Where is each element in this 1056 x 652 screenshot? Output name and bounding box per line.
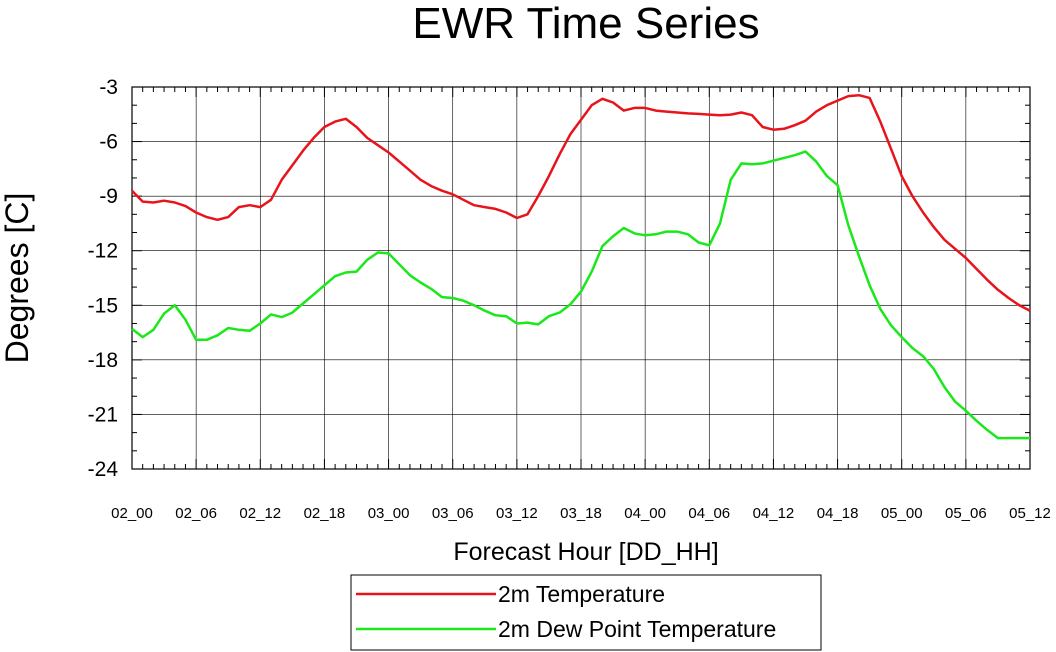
y-tick-label: -9 bbox=[99, 185, 118, 208]
x-axis-label: Forecast Hour [DD_HH] bbox=[453, 538, 718, 566]
x-tick-label: 03_00 bbox=[368, 505, 410, 522]
y-tick-labels: -3 -6 -9 -12 -15 -18 -21 -24 bbox=[88, 76, 119, 481]
x-tick-label: 04_18 bbox=[817, 505, 859, 522]
y-axis-label: Degrees [C] bbox=[0, 193, 35, 364]
y-tick-label: -3 bbox=[99, 76, 118, 99]
grid-lines bbox=[131, 86, 1031, 470]
x-tick-label: 04_06 bbox=[688, 505, 730, 522]
x-tick-label: 02_18 bbox=[304, 505, 346, 522]
series-line-dew-point bbox=[131, 150, 1030, 440]
x-tick-label: 05_12 bbox=[1009, 505, 1051, 522]
x-tick-labels: 02_00 02_06 02_12 02_18 03_00 03_06 03_12 03_18… bbox=[111, 505, 1051, 522]
y-tick-label: -21 bbox=[88, 403, 118, 426]
y-tick-label: -15 bbox=[88, 294, 118, 317]
series-lines bbox=[131, 93, 1031, 440]
y-tick-label: -6 bbox=[99, 131, 118, 154]
y-tick-label: -24 bbox=[88, 458, 119, 481]
x-tick-label: 05_06 bbox=[945, 505, 987, 522]
x-tick-label: 03_18 bbox=[560, 505, 602, 522]
x-tick-label: 04_00 bbox=[624, 505, 666, 522]
legend-box bbox=[350, 574, 822, 651]
legend-label-dew-point: 2m Dew Point Temperature bbox=[498, 616, 776, 642]
series-line-temperature bbox=[131, 93, 1031, 312]
x-tick-label: 04_12 bbox=[753, 505, 795, 522]
x-tick-label: 03_12 bbox=[496, 505, 538, 522]
x-tick-label: 03_06 bbox=[432, 505, 474, 522]
x-tick-label: 02_00 bbox=[111, 505, 153, 522]
axis-ticks bbox=[131, 86, 1031, 470]
legend: 2m Temperature 2m Dew Point Temperature bbox=[350, 574, 822, 651]
chart-title: EWR Time Series bbox=[412, 0, 759, 48]
legend-label-temperature: 2m Temperature bbox=[498, 581, 665, 607]
x-tick-label: 05_00 bbox=[881, 505, 923, 522]
y-tick-label: -12 bbox=[88, 240, 118, 263]
x-tick-label: 02_12 bbox=[239, 505, 281, 522]
y-tick-label: -18 bbox=[88, 349, 118, 372]
x-tick-label: 02_06 bbox=[175, 505, 217, 522]
